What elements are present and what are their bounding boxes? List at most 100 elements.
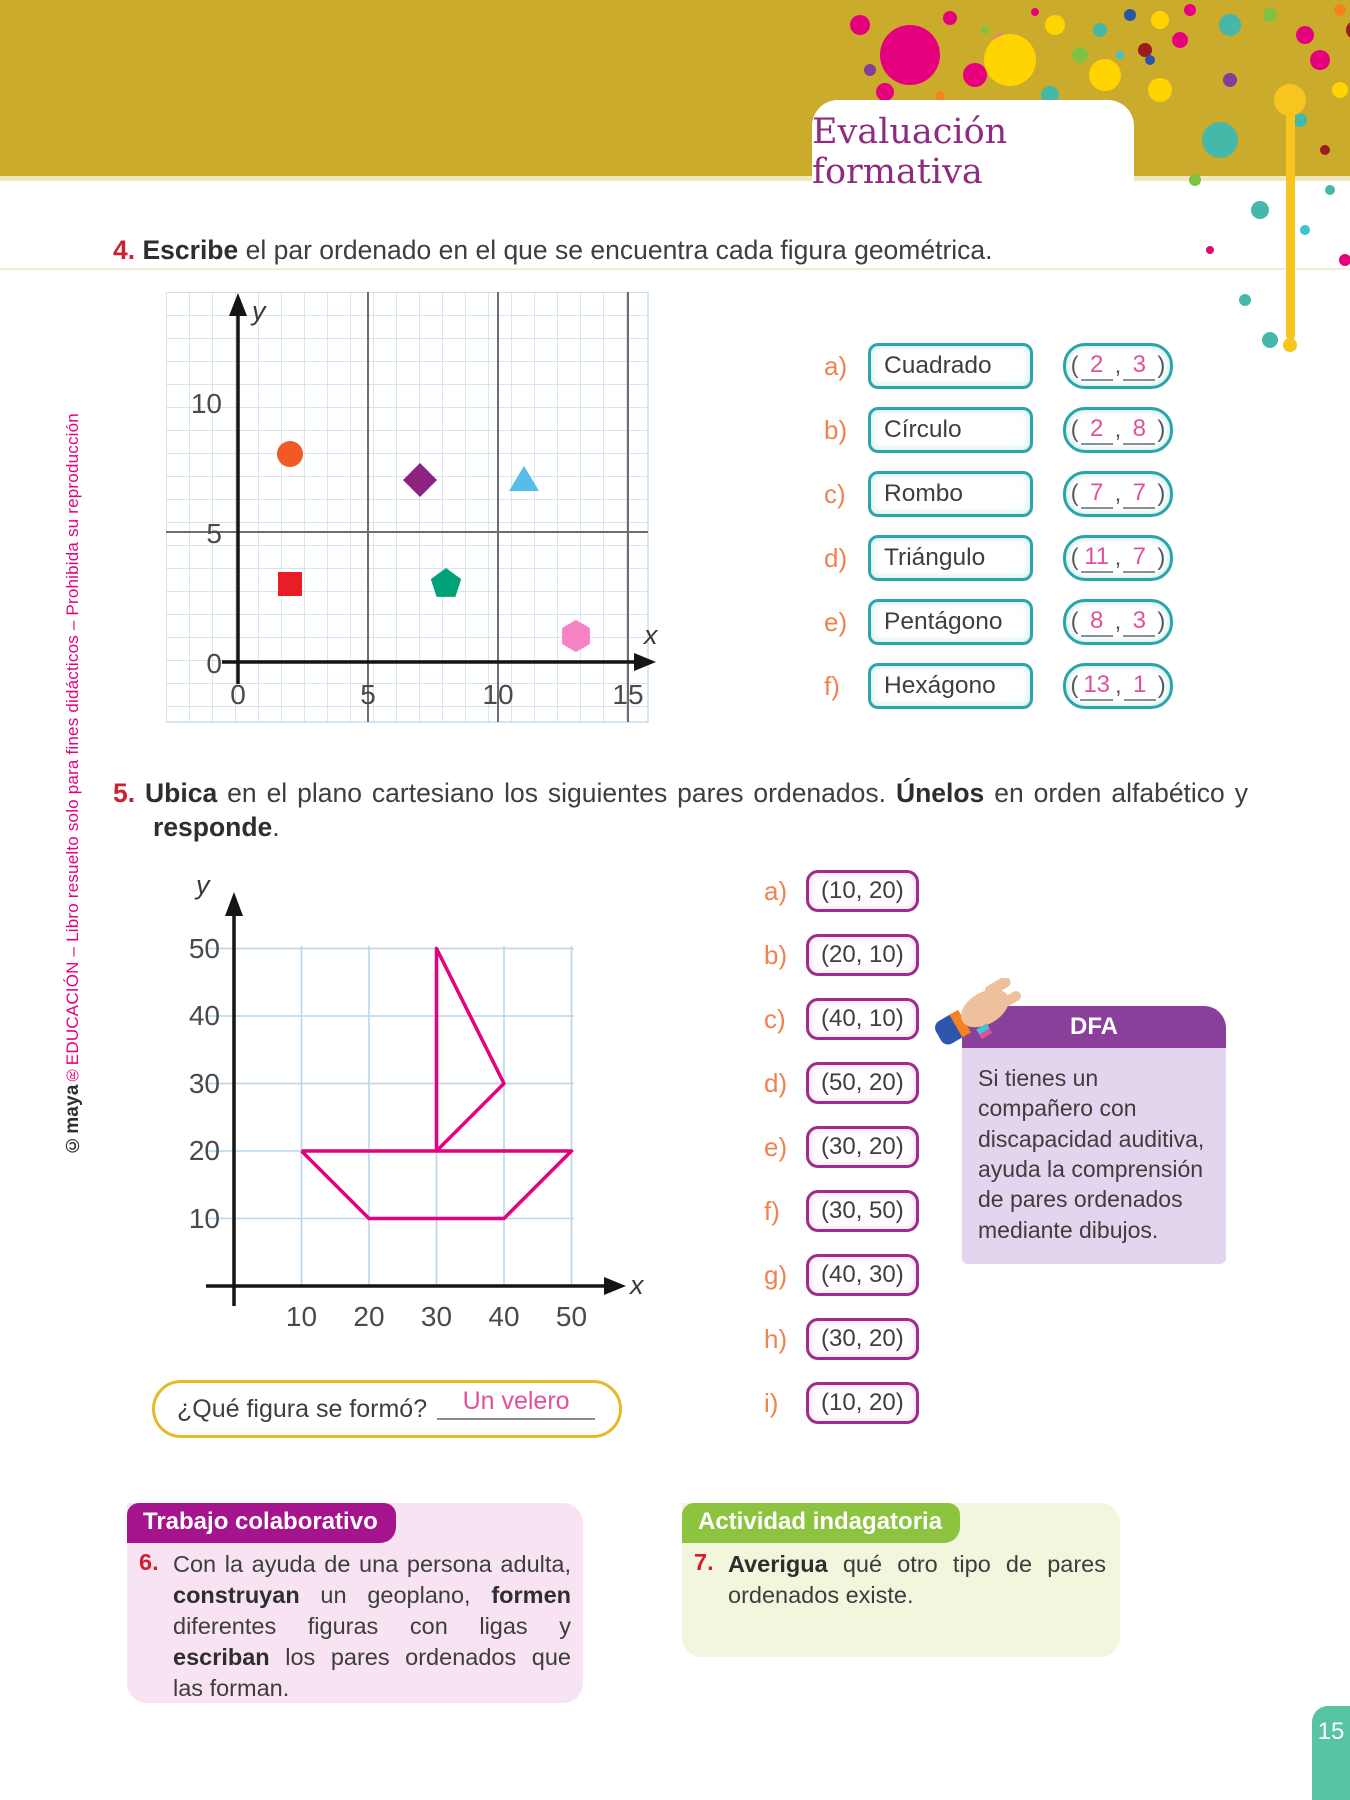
exercise-6-text: Con la ayuda de una persona adulta, cons… xyxy=(173,1551,571,1702)
y-tick: 5 xyxy=(206,518,222,549)
answer-y: 3 xyxy=(1123,351,1156,381)
item-letter: e) xyxy=(764,1131,788,1162)
x-tick: 10 xyxy=(286,1301,317,1332)
collaborative-header: Trabajo colaborativo xyxy=(127,1503,396,1543)
coordinate-answer-pill: (2, 3) xyxy=(1063,343,1173,389)
item-letter: c) xyxy=(824,478,846,509)
answer-row: e) Pentágono (8, 3) xyxy=(824,599,1173,645)
shape-name-box: Hexágono xyxy=(868,663,1033,709)
ordered-pair-box: (30, 50) xyxy=(806,1190,919,1232)
gridlines xyxy=(208,946,574,1286)
copyright-text: ®EDUCACIÓN – Libro resuelto solo para fi… xyxy=(63,413,82,1085)
pair-row: f) (30, 50) xyxy=(764,1190,919,1232)
shape-diamond xyxy=(403,463,437,497)
dfa-note: DFA Si tienes un compañero con discapaci… xyxy=(935,978,1226,1265)
answer-x: 7 xyxy=(1080,479,1113,509)
pair-row: d) (50, 20) xyxy=(764,1062,919,1104)
exercise-5-pairs: a) (10, 20) b) (20, 10) c) (40, 10) d) (50, … xyxy=(764,870,919,1446)
exercise-7-text: Averigua qué otro tipo de pares ordenado… xyxy=(728,1551,1106,1609)
exercise-6-number: 6. xyxy=(139,1549,159,1575)
x-tick: 20 xyxy=(353,1301,384,1332)
x-tick: 5 xyxy=(360,679,376,710)
question-label: ¿Qué figura se formó? xyxy=(177,1394,428,1423)
shape-name-box: Pentágono xyxy=(868,599,1033,645)
inquiry-box: Actividad indagatoria 7. Averigua qué ot… xyxy=(682,1503,1120,1657)
x-axis-arrow xyxy=(634,653,656,671)
plotted-shapes xyxy=(277,441,590,652)
answer-y: 1 xyxy=(1123,671,1156,701)
exercise-6: 6. Con la ayuda de una persona adulta, c… xyxy=(139,1549,571,1704)
x-tick: 10 xyxy=(482,679,513,710)
header-band xyxy=(0,0,1350,181)
x-axis-label: x xyxy=(628,1270,645,1300)
exercise-7: 7. Averigua qué otro tipo de pares orden… xyxy=(694,1549,1106,1611)
shape-circle xyxy=(277,441,303,467)
shape-name-box: Cuadrado xyxy=(868,343,1033,389)
exercise-5-number: 5. xyxy=(113,778,136,808)
page-number: 15 xyxy=(1317,1718,1345,1745)
dfa-text: Si tienes un compañero con discapacidad … xyxy=(962,1048,1226,1265)
answer-x: 2 xyxy=(1080,351,1113,381)
graph-paper xyxy=(166,292,649,723)
collaborative-box: Trabajo colaborativo 6. Con la ayuda de … xyxy=(127,1503,583,1703)
item-letter: a) xyxy=(824,350,848,381)
y-axis-arrow xyxy=(229,293,247,316)
y-tick: 50 xyxy=(189,933,220,964)
axes xyxy=(206,892,626,1306)
answer-x: 2 xyxy=(1080,415,1113,445)
answer-y: 3 xyxy=(1123,607,1156,637)
answer-y: 8 xyxy=(1123,415,1156,445)
coordinate-grid-shapes: 10 5 0 0 5 10 15 y x xyxy=(166,292,659,723)
coordinate-answer-pill: (11, 7) xyxy=(1063,535,1173,581)
y-axis-arrow xyxy=(225,892,243,916)
shape-name-box: Rombo xyxy=(868,471,1033,517)
coordinate-answer-pill: (7, 7) xyxy=(1063,471,1173,517)
coordinate-answer-pill: (8, 3) xyxy=(1063,599,1173,645)
pair-row: b) (20, 10) xyxy=(764,934,919,976)
pair-row: c) (40, 10) xyxy=(764,998,919,1040)
splatter-dots xyxy=(850,4,1350,352)
axes xyxy=(222,293,656,684)
shape-triangle xyxy=(509,466,539,491)
major-gridlines xyxy=(166,292,648,722)
answer-x: 11 xyxy=(1080,543,1113,573)
pair-row: i) (10, 20) xyxy=(764,1382,919,1424)
shape-hexagon xyxy=(562,620,590,652)
answer-row: c) Rombo (7, 7) xyxy=(824,471,1173,517)
x-tick: 15 xyxy=(612,679,643,710)
item-letter: d) xyxy=(764,1067,788,1098)
item-letter: a) xyxy=(764,875,788,906)
hand-icon xyxy=(935,978,1021,1045)
answer-y: 7 xyxy=(1123,479,1156,509)
exercise-4-title: 4. Escribe el par ordenado en el que se … xyxy=(113,233,1233,267)
x-tick: 40 xyxy=(488,1301,519,1332)
x-tick: 0 xyxy=(230,679,246,710)
exercise-4-answers: a) Cuadrado (2, 3) b) Círculo (2, 8) c) Ro… xyxy=(824,343,1173,730)
inquiry-header: Actividad indagatoria xyxy=(682,1503,961,1543)
brand-logo: ©maya xyxy=(62,1084,83,1155)
answer-x: 8 xyxy=(1080,607,1113,637)
y-tick: 40 xyxy=(189,1000,220,1031)
y-tick: 0 xyxy=(206,648,222,679)
question-box: ¿Qué figura se formó? Un velero xyxy=(152,1380,622,1438)
ordered-pair-box: (30, 20) xyxy=(806,1318,919,1360)
ordered-pair-box: (30, 20) xyxy=(806,1126,919,1168)
item-letter: f) xyxy=(764,1195,780,1226)
coordinate-grid-boat: 50 40 30 20 10 10 20 30 40 50 y x xyxy=(189,870,645,1332)
header-title-box: Evaluación formativa xyxy=(812,100,1134,204)
item-letter: d) xyxy=(824,542,848,573)
item-letter: g) xyxy=(764,1259,788,1290)
y-tick: 20 xyxy=(189,1135,220,1166)
y-tick: 30 xyxy=(189,1068,220,1099)
x-axis-arrow xyxy=(604,1277,626,1295)
separator-line xyxy=(0,268,1350,270)
answer-row: d) Triángulo (11, 7) xyxy=(824,535,1173,581)
answer-row: a) Cuadrado (2, 3) xyxy=(824,343,1173,389)
exercise-7-number: 7. xyxy=(694,1549,714,1575)
shape-pentagon xyxy=(430,568,462,597)
question-answer-blank: Un velero xyxy=(437,1387,595,1420)
sidebar-copyright: ©maya®EDUCACIÓN – Libro resuelto solo pa… xyxy=(62,404,96,1164)
shape-square xyxy=(278,572,302,596)
ordered-pair-box: (10, 20) xyxy=(806,1382,919,1424)
